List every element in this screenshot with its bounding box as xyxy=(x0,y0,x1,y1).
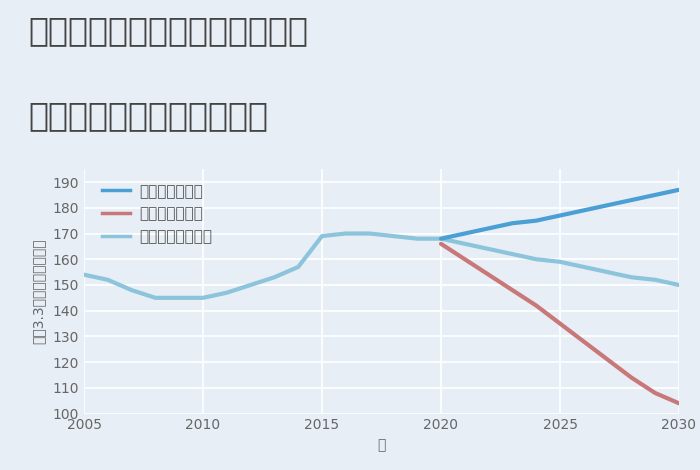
X-axis label: 年: 年 xyxy=(377,438,386,452)
Y-axis label: 坪（3.3㎡）単価（万円）: 坪（3.3㎡）単価（万円） xyxy=(32,239,46,344)
Text: 奈良県奈良市京終地方東側町の: 奈良県奈良市京終地方東側町の xyxy=(28,14,308,47)
Text: 中古マンションの価格推移: 中古マンションの価格推移 xyxy=(28,99,268,132)
Legend: グッドシナリオ, バッドシナリオ, ノーマルシナリオ: グッドシナリオ, バッドシナリオ, ノーマルシナリオ xyxy=(97,179,216,249)
